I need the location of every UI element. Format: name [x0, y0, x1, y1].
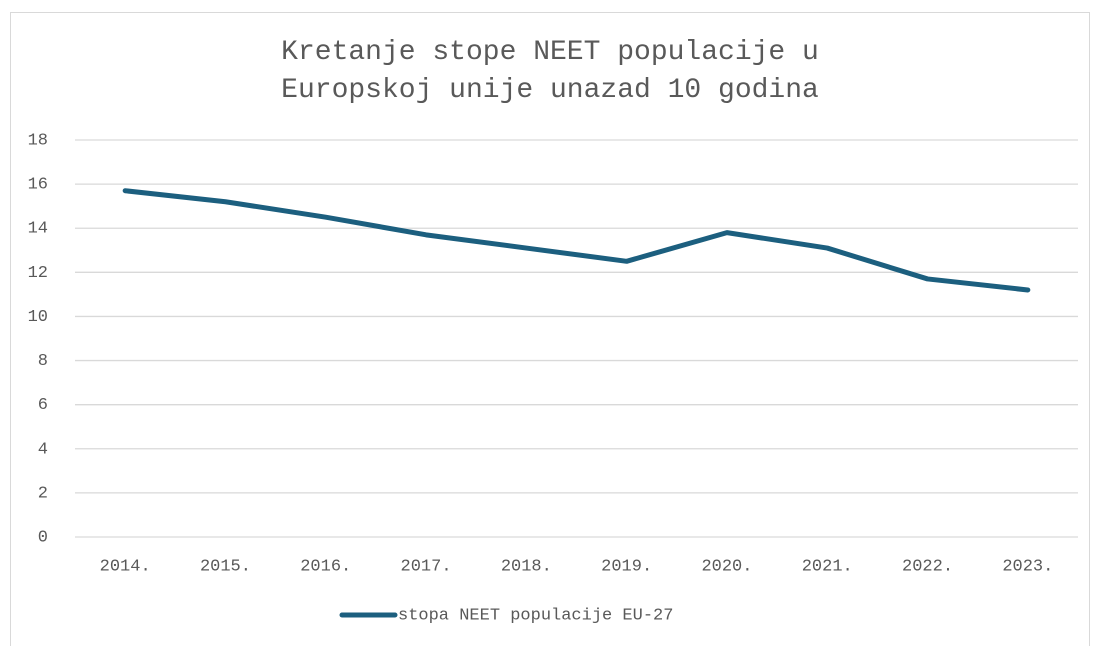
- y-tick-label: 12: [28, 264, 48, 283]
- x-tick-label: 2017.: [401, 557, 452, 576]
- chart-title: Kretanje stope NEET populacije u Europsk…: [281, 37, 819, 106]
- x-tick-label: 2022.: [902, 557, 953, 576]
- x-tick-label: 2020.: [701, 557, 752, 576]
- y-tick-label: 4: [38, 440, 48, 459]
- y-tick-label: 2: [38, 484, 48, 503]
- x-tick-label: 2019.: [601, 557, 652, 576]
- y-tick-label: 0: [38, 528, 48, 547]
- data-line: [122, 188, 1031, 293]
- x-tick-label: 2021.: [802, 557, 853, 576]
- x-tick-label: 2023.: [1002, 557, 1053, 576]
- y-tick-label: 6: [38, 396, 48, 415]
- x-tick-label: 2016.: [300, 557, 351, 576]
- y-tick-label: 8: [38, 352, 48, 371]
- legend-label: stopa NEET populacije EU-27: [398, 606, 673, 625]
- x-tick-label: 2018.: [501, 557, 552, 576]
- y-tick-label: 10: [28, 308, 48, 327]
- chart-border: [10, 12, 1090, 646]
- y-tick-label: 14: [28, 220, 48, 239]
- x-tick-label: 2015.: [200, 557, 251, 576]
- y-tick-label: 18: [28, 131, 48, 150]
- y-tick-label: 16: [28, 176, 48, 195]
- x-tick-label: 2014.: [100, 557, 151, 576]
